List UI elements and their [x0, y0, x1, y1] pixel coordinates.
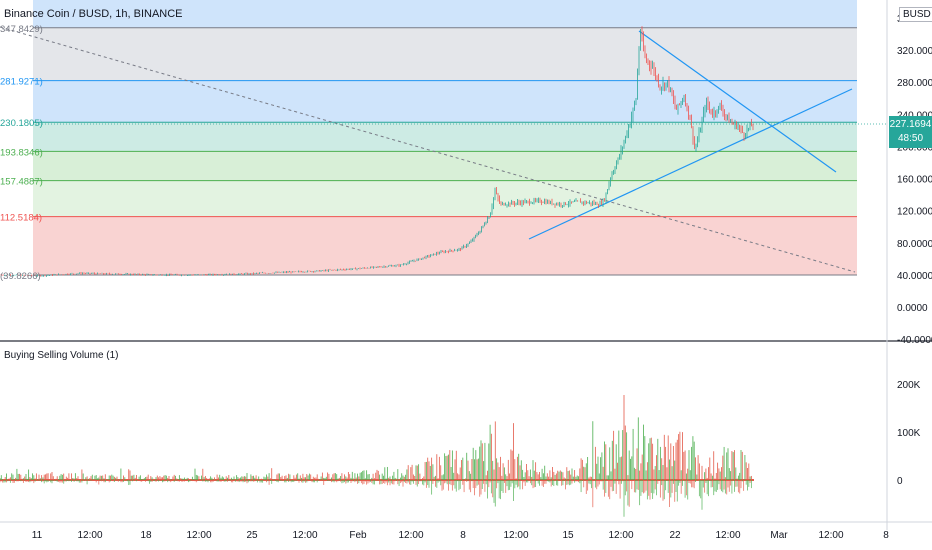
time-tick-label: Feb	[349, 530, 367, 541]
fib-band	[33, 151, 857, 181]
dashed-trendline	[0, 26, 856, 273]
time-tick-label: 22	[669, 530, 681, 541]
fib-band	[33, 80, 857, 123]
time-tick-label: 12:00	[818, 530, 843, 541]
fib-band-top	[33, 0, 857, 28]
price-tick-label: 280.0000	[897, 78, 932, 89]
time-tick-label: 12:00	[292, 530, 317, 541]
fib-level-label: 193.8346)	[0, 147, 43, 158]
time-tick-label: 12:00	[608, 530, 633, 541]
chart-title: Binance Coin / BUSD, 1h, BINANCE	[4, 8, 183, 20]
fib-level-label: 347.8429)	[0, 24, 43, 35]
time-tick-label: 12:00	[398, 530, 423, 541]
time-tick-label: Mar	[770, 530, 788, 541]
bar-countdown: 48:50	[897, 133, 924, 144]
price-tick-label: 40.0000	[897, 271, 932, 282]
volume-tick-label: 200K	[897, 380, 921, 391]
price-tick-label: 160.0000	[897, 175, 932, 186]
fib-level-label: 157.4887)	[0, 177, 43, 188]
price-tick-label: -40.0000	[897, 335, 932, 346]
fib-band	[33, 27, 857, 81]
time-tick-label: 8	[883, 530, 889, 541]
price-tick-label: 0.0000	[897, 303, 928, 314]
fibonacci-bands	[33, 0, 857, 276]
last-price-value: 227.1694	[889, 119, 932, 130]
price-candles	[0, 26, 754, 277]
fib-level-label: 281.9271)	[0, 77, 43, 88]
fib-band	[33, 180, 857, 217]
fib-level-label: 112.5184)	[0, 213, 42, 224]
fib-labels: 347.8429) 281.9271) 230.1805) 193.8346) 157.…	[0, 24, 43, 282]
time-tick-label: 8	[460, 530, 466, 541]
volume-bars	[0, 394, 754, 517]
fib-band	[33, 122, 857, 152]
time-tick-label: 12:00	[503, 530, 528, 541]
price-tick-label: 120.0000	[897, 207, 932, 218]
trendlines	[0, 26, 887, 273]
time-tick-label: 15	[562, 530, 574, 541]
currency-label[interactable]: BUSD	[899, 7, 932, 22]
time-tick-label: 12:00	[77, 530, 102, 541]
time-axis[interactable]: 11 12:00 18 12:00 25 12:00 Feb 12:00 8 12:00 15 12:…	[32, 530, 889, 541]
time-tick-label: 12:00	[186, 530, 211, 541]
time-tick-label: 25	[246, 530, 258, 541]
price-tick-label: 240.0000	[897, 110, 932, 121]
volume-tick-label: 0	[897, 476, 903, 487]
last-price-tag: 227.1694 48:50	[889, 116, 932, 148]
descending-trendline	[638, 30, 837, 173]
fib-level-label: (39.8266)	[0, 271, 41, 282]
price-tick-label: 320.0000	[897, 46, 932, 57]
volume-axis[interactable]: 0 100K 200K	[897, 380, 921, 487]
fib-level-label: 230.1805)	[0, 118, 43, 129]
fib-band	[33, 216, 857, 276]
price-tick-label: 80.0000	[897, 239, 932, 250]
time-tick-label: 11	[32, 530, 43, 541]
ascending-trendline	[528, 88, 853, 240]
volume-tick-label: 100K	[897, 428, 921, 439]
time-tick-label: 18	[140, 530, 152, 541]
volume-indicator-title: Buying Selling Volume (1)	[4, 350, 119, 361]
price-axis[interactable]: -40.0000 0.0000 40.0000 80.0000 120.0000 160.…	[897, 14, 932, 346]
time-tick-label: 12:00	[715, 530, 740, 541]
grid	[0, 0, 932, 530]
